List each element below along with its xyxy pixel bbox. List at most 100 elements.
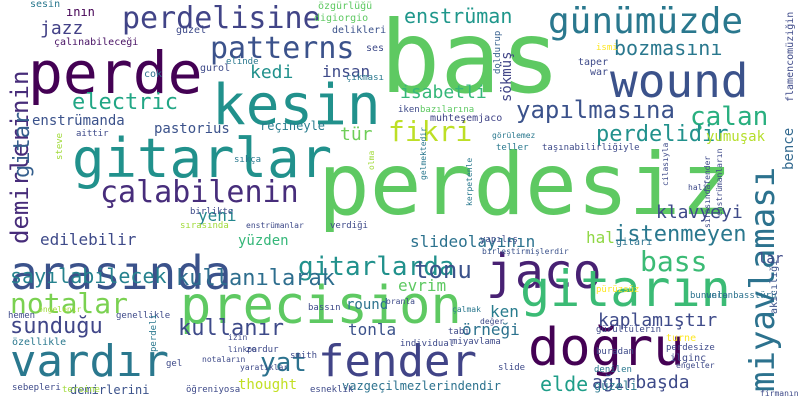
word-jaco: jaco bbox=[486, 244, 602, 300]
word-isabetli: isabetli bbox=[400, 82, 487, 103]
word-gurol: gurol bbox=[200, 63, 231, 74]
word-arasinda: arasında bbox=[10, 246, 232, 300]
word-hemen: hemen bbox=[8, 311, 36, 321]
word-evrim: evrim bbox=[398, 276, 447, 295]
word-cilasiyla: cilasıyla bbox=[661, 142, 670, 186]
word-gelmektedir: gelmektedir bbox=[419, 127, 428, 180]
word-ozgurlugu: özgürlüğü bbox=[318, 1, 373, 12]
word-puruzsuz: pürüzsüz bbox=[596, 285, 640, 295]
word-kaplamistir: kaplamıştır bbox=[598, 310, 718, 331]
word-guzeli: güzeli bbox=[594, 379, 638, 393]
word-hal: hal bbox=[586, 228, 615, 247]
word-enstrumanlarin: enstrümanların bbox=[715, 148, 724, 216]
word-delikleri: delikleri bbox=[332, 25, 387, 36]
word-linkpa: linkpa bbox=[228, 345, 257, 354]
word-thought: thought bbox=[238, 377, 298, 393]
word-akiciligi: akıcılığı bbox=[769, 259, 780, 314]
word-lar: lar bbox=[758, 251, 784, 267]
word-calabilenin: çalabilenin bbox=[100, 175, 299, 210]
word-yapilis: yapılış bbox=[480, 235, 518, 245]
word-fender: fender bbox=[318, 336, 477, 387]
word-yat: yat bbox=[260, 348, 307, 378]
word-calmak: çalmak bbox=[452, 305, 481, 314]
word-bozmasini: bozmasını bbox=[614, 36, 723, 60]
word-bununla: bununla bbox=[690, 291, 728, 301]
word-bass: bass bbox=[640, 245, 708, 278]
word-calan: çalan bbox=[690, 102, 769, 132]
word-yumusak: yumuşak bbox=[706, 129, 766, 145]
word-gitarlar: gitarlar bbox=[72, 127, 333, 190]
word-digiorgio: digiorgio bbox=[314, 13, 369, 24]
word-gel: gel bbox=[166, 359, 183, 369]
word-enstruman: enstrüman bbox=[404, 4, 513, 28]
word-sayilabilecek: sayılabilecek bbox=[10, 264, 167, 288]
word-sundugu: sunduğu bbox=[10, 314, 103, 339]
word-vardir: vardır bbox=[10, 336, 169, 387]
word-engeller: engeller bbox=[676, 361, 715, 370]
word-electric: electric bbox=[72, 90, 178, 115]
word-hali: hali bbox=[688, 183, 708, 192]
word-tasinabilirligiyle: taşınabilirliğiyle bbox=[542, 143, 640, 153]
word-demirlerini: demirlerini bbox=[70, 383, 150, 397]
word-insan: insan bbox=[322, 62, 371, 81]
word-klavyeyi: klavyeyi bbox=[656, 202, 743, 223]
word-tersine: tersine bbox=[62, 385, 100, 395]
word-olma: olma bbox=[367, 150, 376, 170]
word-perdeli: perdeli bbox=[149, 314, 159, 352]
word-enstrumanda: enstrümanda bbox=[32, 113, 125, 129]
word-yapilmasina: yapılmasına bbox=[516, 96, 675, 124]
word-perdelidir: perdelidir bbox=[596, 122, 729, 147]
word-vazgecilmezlerindendir: vazgeçilmezlerindendir bbox=[342, 379, 501, 393]
word-war: war bbox=[590, 67, 609, 78]
word-gitarin: gitarın bbox=[520, 260, 731, 318]
word-notalarin: notaların bbox=[202, 355, 246, 364]
word-yeni: yeni bbox=[198, 206, 237, 225]
word-turne: turne bbox=[666, 333, 697, 344]
word-aittir: aittir bbox=[76, 129, 109, 139]
word-bence: bence bbox=[781, 127, 797, 170]
word-ornegi: örneği bbox=[462, 320, 520, 339]
word-taper: taper bbox=[578, 57, 609, 68]
word-perdelisine: perdelisine bbox=[122, 1, 321, 36]
word-birlestirmislerdir: birleştirmişlerdir bbox=[482, 247, 569, 256]
word-kesin: kesin bbox=[212, 73, 381, 138]
word-gunumuzde: günümüzde bbox=[548, 1, 744, 42]
word-kedi: kedi bbox=[250, 62, 294, 83]
word-sesin: sesin bbox=[30, 0, 61, 10]
word-ilginc: ilginç bbox=[670, 353, 707, 364]
word-precision: precision bbox=[180, 276, 462, 336]
word-perdesiz: perdesiz bbox=[318, 135, 733, 235]
word-ongelenir: öngelenir bbox=[38, 305, 82, 314]
word-calinabilecegi: çalınabileceği bbox=[54, 37, 139, 48]
word-ses: ses bbox=[366, 43, 385, 54]
word-round: round bbox=[346, 297, 389, 313]
word-doldurup: doldurup bbox=[493, 30, 503, 74]
word-ogreniyosa: öğreniyosa bbox=[186, 385, 241, 395]
word-notalar: notalar bbox=[10, 287, 129, 320]
word-gorulemez: görülemez bbox=[492, 131, 536, 140]
word-muhtesemjaco: muhteşemjaco bbox=[430, 113, 503, 124]
word-bassin: bassın bbox=[308, 303, 341, 313]
word-steve: steve bbox=[55, 132, 65, 160]
word-jazz: jazz bbox=[40, 18, 84, 39]
word-tur: tür bbox=[340, 124, 373, 145]
word-elinde: elinde bbox=[226, 57, 259, 67]
word-perde: perde bbox=[28, 39, 203, 107]
word-edilebilir: edilebilir bbox=[40, 230, 137, 249]
word-sikca: sıkça bbox=[234, 155, 262, 165]
word-bazilarina: bazılarına bbox=[420, 105, 475, 115]
word-guzel: güzel bbox=[176, 25, 207, 36]
word-patterns: patterns bbox=[210, 31, 355, 66]
word-firmanin: firmanın bbox=[760, 389, 799, 398]
word-zordur: zordur bbox=[246, 345, 279, 355]
word-dogru: doğru bbox=[528, 318, 685, 378]
word-agirbasda: ağırbaşda bbox=[592, 372, 690, 393]
word-gitarlarda: gitarlarda bbox=[298, 252, 455, 282]
word-tabi: tabi bbox=[448, 327, 470, 337]
word-verenbassturu: verenbasstürü bbox=[706, 291, 777, 301]
word-elde: elde bbox=[540, 372, 589, 396]
word-smith: smith bbox=[290, 351, 318, 361]
word-cikmasi: çıkması bbox=[346, 73, 384, 83]
word-oranla: oranla bbox=[386, 297, 415, 306]
